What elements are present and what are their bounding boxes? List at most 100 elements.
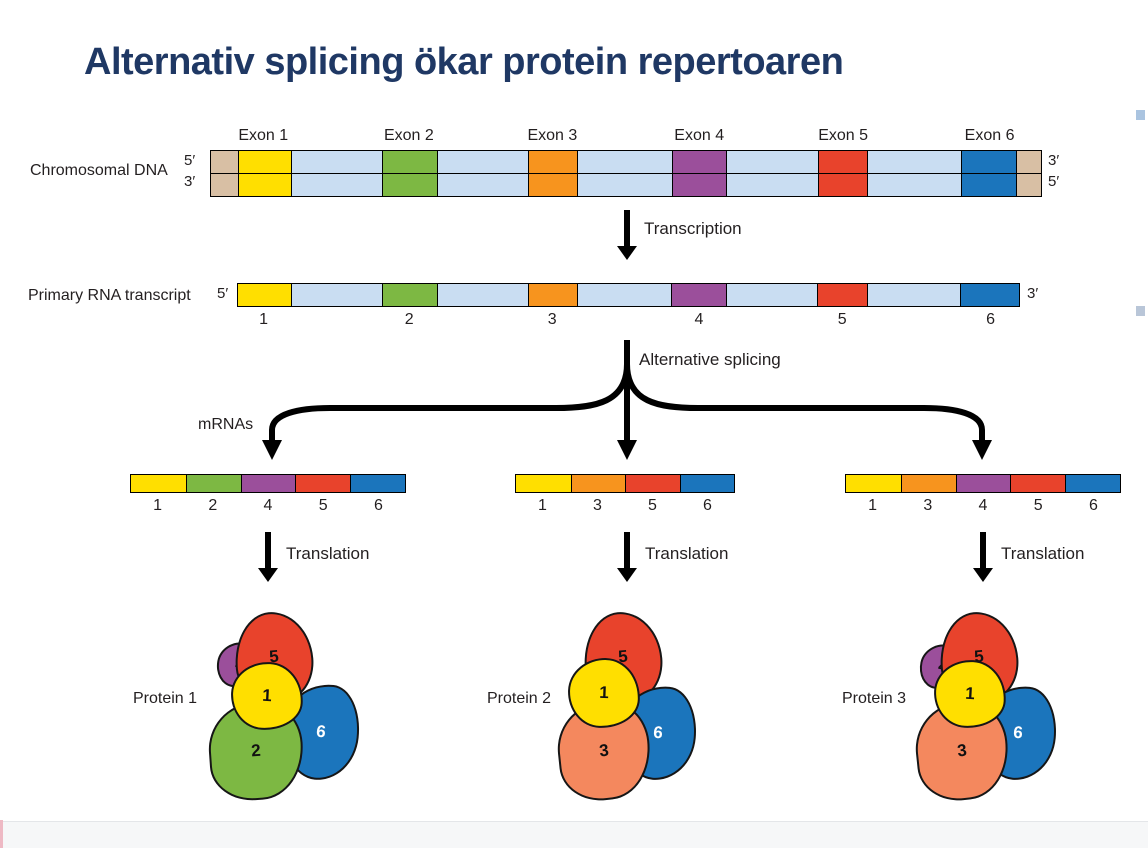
intron-segment [576,151,672,173]
arrow-head [973,568,993,582]
end-segment [1016,174,1041,196]
exon-number: 5 [837,311,847,328]
splice-arrow-left [269,363,630,442]
exon-number: 4 [263,497,273,514]
translation-arrow-3 [971,532,995,582]
primary-transcript-label: Primary RNA transcript [28,287,191,304]
exon-2-segment [382,284,438,306]
exon-6-segment [961,174,1016,196]
chromosomal-dna-label: Chromosomal DNA [30,162,168,179]
exon-number: 6 [703,497,712,514]
mrna-2-numbers: 1 3 5 6 [515,497,735,517]
splice-arrowhead-center [617,440,637,460]
arrow-shaft [624,210,630,246]
translation-arrow-2 [615,532,639,582]
exon-label: Exon 1 [238,127,289,144]
exon-number: 5 [648,497,657,514]
exon-label: Exon 3 [527,127,578,144]
protein-2-label: Protein 2 [487,690,552,707]
end-segment [211,151,238,173]
exon-labels-row: Exon 1 Exon 2 Exon 3 Exon 4 Exon 5 Exon 6 [210,126,1042,150]
exon-2-segment [381,151,437,173]
exon-5-segment [295,475,351,492]
splice-arrowhead-right [972,440,992,460]
protein-domain-number: 6 [315,721,327,742]
arrow-head [617,246,637,260]
protein-3-label: Protein 3 [842,690,907,707]
primary-transcript-numbers: 1 2 3 4 5 6 [237,311,1020,331]
intron-segment [726,174,818,196]
exon-number: 5 [318,497,328,514]
exon-6-segment [679,475,734,492]
exon-3-segment [570,475,625,492]
bottom-left-accent [0,820,3,848]
exon-5-segment [817,174,868,196]
arrow-shaft [265,532,271,568]
protein-domain-number: 2 [250,740,262,761]
primary-transcript-bar [237,283,1020,307]
exon-number: 2 [404,311,414,328]
exon-1-segment [237,174,291,196]
exon-number: 4 [978,497,988,514]
exon-2-segment [185,475,241,492]
protein-1: 45126 [205,606,370,816]
exon-number: 1 [868,497,878,514]
translation-arrow-1 [256,532,280,582]
dna-left-5prime: 5′ [184,152,196,169]
exon-6-segment [1065,475,1120,492]
mrna-1-diagram: 1 2 4 5 6 [130,474,406,517]
transcription-arrow [615,210,639,260]
intron-segment [867,151,962,173]
splice-arrowhead-left [262,440,282,460]
arrow-head [258,568,278,582]
chromosomal-dna-diagram: Exon 1 Exon 2 Exon 3 Exon 4 Exon 5 Exon 6 5′ … [184,126,1059,197]
mrna-3-bar [845,474,1121,493]
exon-1-segment [846,475,901,492]
exon-6-segment [960,284,1019,306]
exon-6-segment [350,475,405,492]
exon-number: 1 [259,311,269,328]
intron-segment [576,174,672,196]
arrow-head [617,568,637,582]
exon-3-segment [528,174,577,196]
exon-number: 1 [153,497,163,514]
mrna-1-bar [130,474,406,493]
exon-label: Exon 2 [383,127,434,144]
exon-3-segment [528,151,577,173]
protein-1-label: Protein 1 [133,690,198,707]
intron-segment [726,284,817,306]
mrna-3-numbers: 1 3 4 5 6 [845,497,1121,517]
exon-4-segment [671,151,727,173]
splice-branch-arrows [262,340,992,460]
intron-segment [290,174,382,196]
dna-left-3prime: 3′ [184,173,196,190]
alternative-splicing-label: Alternative splicing [639,350,781,369]
exon-label: Exon 4 [674,127,725,144]
dna-right-5prime: 5′ [1048,173,1060,190]
exon-number: 5 [1033,497,1043,514]
exon-number: 4 [694,311,704,328]
exon-1-segment [238,284,292,306]
protein-domain-number: 6 [1012,722,1024,743]
mrna-3-diagram: 1 3 4 5 6 [845,474,1121,517]
right-edge-marker-bottom [1136,306,1145,316]
exon-4-segment [240,475,296,492]
mrna-2-bar [515,474,735,493]
protein-3: 45136 [910,606,1075,816]
exon-number: 6 [1088,497,1098,514]
end-segment [211,174,238,196]
exon-number: 6 [986,311,996,328]
exon-number: 3 [547,311,557,328]
intron-segment [726,151,818,173]
intron-segment [437,284,528,306]
arrow-shaft [980,532,986,568]
exon-5-segment [816,284,867,306]
exon-1-segment [516,475,571,492]
exon-label: Exon 5 [818,127,869,144]
exon-5-segment [625,475,680,492]
primary-transcript-diagram: 1 2 3 4 5 6 5′ 3′ [217,283,1038,331]
exon-3-segment [527,284,577,306]
exon-number: 3 [593,497,602,514]
exon-6-segment [961,151,1016,173]
